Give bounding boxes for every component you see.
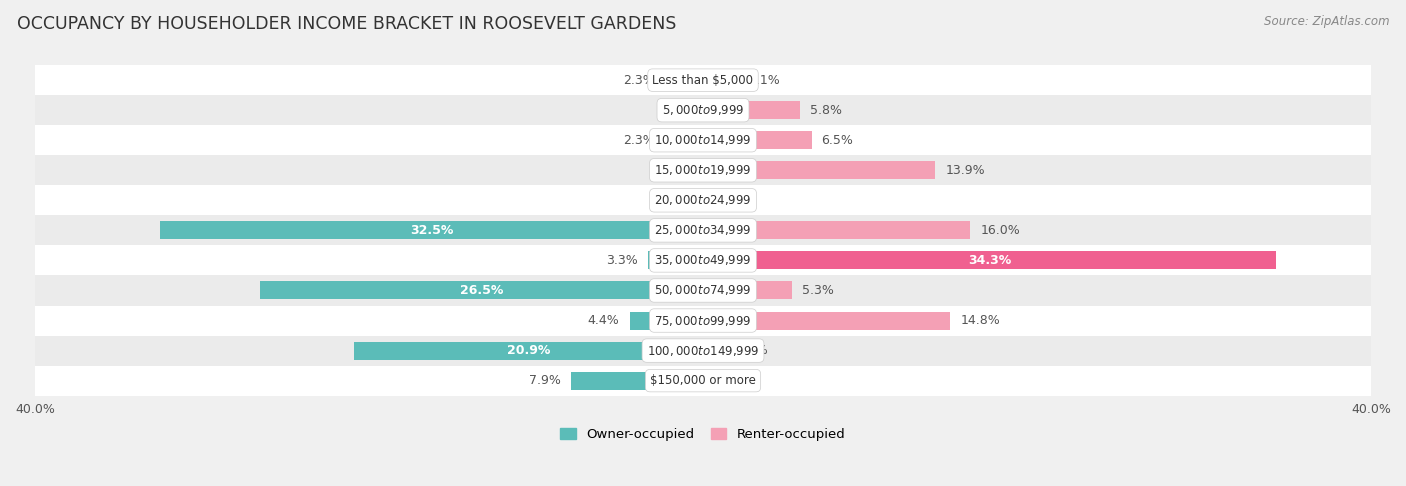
Bar [630, 312, 703, 330]
Text: Less than $5,000: Less than $5,000 [652, 73, 754, 87]
Text: $10,000 to $14,999: $10,000 to $14,999 [654, 133, 752, 147]
Text: Source: ZipAtlas.com: Source: ZipAtlas.com [1264, 15, 1389, 28]
Text: 34.3%: 34.3% [967, 254, 1011, 267]
Bar [703, 71, 738, 89]
Bar [703, 312, 950, 330]
Text: 2.3%: 2.3% [623, 134, 655, 147]
Bar [703, 342, 727, 360]
Bar [703, 281, 792, 299]
Text: 0.0%: 0.0% [713, 194, 745, 207]
Bar [35, 125, 1371, 155]
Text: $150,000 or more: $150,000 or more [650, 374, 756, 387]
Text: 7.9%: 7.9% [529, 374, 561, 387]
Text: 5.8%: 5.8% [810, 104, 842, 117]
Text: $100,000 to $149,999: $100,000 to $149,999 [647, 344, 759, 358]
Legend: Owner-occupied, Renter-occupied: Owner-occupied, Renter-occupied [560, 428, 846, 441]
Bar [703, 101, 800, 119]
Text: $20,000 to $24,999: $20,000 to $24,999 [654, 193, 752, 208]
Text: 0.0%: 0.0% [661, 194, 693, 207]
Bar [160, 221, 703, 240]
Text: 1.4%: 1.4% [737, 344, 768, 357]
Bar [703, 221, 970, 240]
Bar [35, 365, 1371, 396]
Text: 0.0%: 0.0% [713, 374, 745, 387]
Text: 5.3%: 5.3% [801, 284, 834, 297]
Bar [703, 131, 811, 149]
Text: $5,000 to $9,999: $5,000 to $9,999 [662, 103, 744, 117]
Bar [260, 281, 703, 299]
Text: 6.5%: 6.5% [821, 134, 853, 147]
Text: 4.4%: 4.4% [588, 314, 620, 327]
Text: 20.9%: 20.9% [506, 344, 550, 357]
Bar [35, 95, 1371, 125]
Text: 26.5%: 26.5% [460, 284, 503, 297]
Bar [703, 251, 1275, 269]
Text: 3.3%: 3.3% [606, 254, 638, 267]
Text: $50,000 to $74,999: $50,000 to $74,999 [654, 283, 752, 297]
Bar [703, 161, 935, 179]
Bar [648, 251, 703, 269]
Text: 2.1%: 2.1% [748, 73, 780, 87]
Text: 2.3%: 2.3% [623, 73, 655, 87]
Bar [35, 185, 1371, 215]
Text: $25,000 to $34,999: $25,000 to $34,999 [654, 224, 752, 237]
Bar [35, 245, 1371, 276]
Text: 32.5%: 32.5% [411, 224, 453, 237]
Text: $15,000 to $19,999: $15,000 to $19,999 [654, 163, 752, 177]
Bar [571, 372, 703, 390]
Text: $75,000 to $99,999: $75,000 to $99,999 [654, 313, 752, 328]
Bar [35, 65, 1371, 95]
Bar [354, 342, 703, 360]
Text: $35,000 to $49,999: $35,000 to $49,999 [654, 253, 752, 267]
Bar [665, 131, 703, 149]
Bar [35, 335, 1371, 365]
Bar [35, 306, 1371, 335]
Text: 0.0%: 0.0% [661, 104, 693, 117]
Bar [35, 276, 1371, 306]
Bar [35, 215, 1371, 245]
Bar [665, 71, 703, 89]
Text: 13.9%: 13.9% [945, 164, 984, 177]
Text: 14.8%: 14.8% [960, 314, 1000, 327]
Bar [35, 155, 1371, 185]
Text: 16.0%: 16.0% [980, 224, 1019, 237]
Text: OCCUPANCY BY HOUSEHOLDER INCOME BRACKET IN ROOSEVELT GARDENS: OCCUPANCY BY HOUSEHOLDER INCOME BRACKET … [17, 15, 676, 33]
Text: 0.0%: 0.0% [661, 164, 693, 177]
